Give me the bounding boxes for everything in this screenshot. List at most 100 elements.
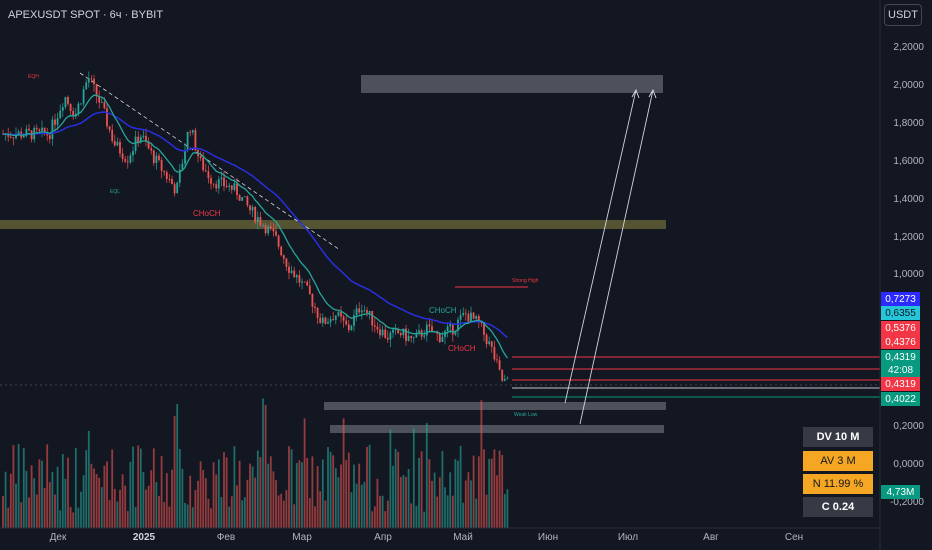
candle-body [181, 163, 184, 170]
candle-body [402, 328, 405, 336]
volume-bar [433, 472, 436, 528]
candle-body [168, 178, 171, 180]
candle-body [493, 346, 496, 360]
volume-bar [319, 491, 322, 528]
candle-body [59, 110, 62, 119]
volume-bar [194, 490, 197, 528]
volume-bar [251, 466, 254, 528]
volume-bar [17, 444, 20, 528]
volume-bar [137, 445, 140, 528]
candle-body [51, 119, 54, 139]
volume-bar [173, 416, 176, 528]
candle-body [503, 379, 506, 381]
volume-bar [412, 428, 415, 528]
volume-bar [488, 458, 491, 528]
price-tag: 0,5376 [881, 321, 920, 335]
volume-bar [25, 470, 28, 528]
candle-body [329, 319, 332, 323]
candle-body [376, 326, 379, 330]
candle-body [480, 322, 483, 324]
candle-body [496, 359, 498, 361]
volume-bar [475, 498, 478, 528]
volume-bar [163, 502, 166, 528]
volume-bar [368, 444, 371, 528]
candle-body [498, 360, 501, 370]
volume-bar [472, 455, 475, 528]
volume-bar [30, 465, 33, 528]
target-zone [361, 75, 663, 93]
volume-bar [236, 485, 238, 528]
volume-bar [259, 457, 262, 528]
volume-bar [498, 450, 501, 528]
volume-bar [345, 460, 348, 528]
volume-bar [152, 448, 155, 528]
price-tag: 0,6355 [881, 306, 920, 320]
price-tag: 42:08 [881, 363, 920, 377]
volume-bar [324, 500, 327, 528]
volume-bar [48, 482, 51, 528]
volume-bar [74, 447, 77, 528]
candle-body [280, 246, 283, 256]
candle-body [228, 185, 231, 187]
volume-bar [210, 508, 212, 528]
candle-body [485, 334, 488, 345]
volume-bar [95, 474, 98, 528]
price-tag: 0,4022 [881, 392, 920, 406]
y-tick-label: 0,0000 [893, 459, 924, 470]
candle-body [223, 177, 225, 186]
candle-body [46, 133, 49, 136]
candle-body [103, 102, 106, 109]
volume-bar [503, 493, 506, 528]
candle-body [186, 131, 189, 151]
candle-body [316, 308, 319, 318]
volume-bar [306, 457, 309, 528]
currency-button[interactable]: USDT [884, 4, 922, 26]
symbol-title[interactable]: APEXUSDT SPOT · 6ч · BYBIT [8, 9, 164, 21]
volume-bar [100, 487, 103, 528]
candle-body [184, 150, 186, 164]
candle-body [441, 336, 444, 342]
annotation-choch-3: CHoCH [448, 344, 476, 353]
volume-bar [64, 478, 67, 528]
candle-body [147, 141, 150, 149]
volume-bar [316, 466, 319, 528]
candle-body [423, 335, 426, 337]
volume-bar [90, 463, 93, 528]
candle-body [189, 131, 192, 133]
volume-bar [506, 489, 509, 528]
price-tag: 0,4376 [881, 335, 920, 349]
candle-body [90, 78, 93, 80]
candle-body [77, 103, 80, 114]
candle-body [501, 369, 504, 381]
candle-body [134, 136, 137, 152]
candle-body [358, 308, 361, 313]
candle-body [113, 141, 116, 146]
volume-bar [418, 457, 420, 528]
stat-c: C 0.24 [803, 497, 873, 517]
candle-body [306, 281, 309, 286]
candle-body [69, 103, 72, 111]
candle-body [438, 333, 441, 342]
volume-bar [38, 459, 41, 528]
volume-bar [165, 473, 168, 528]
volume-bar [121, 474, 124, 528]
candle-body [155, 155, 158, 163]
candle-body [303, 281, 306, 283]
volume-bar [423, 511, 426, 528]
candle-body [397, 329, 400, 334]
volume-bar [59, 510, 62, 528]
volume-bar [371, 511, 374, 528]
volume-bar [269, 456, 272, 528]
volume-bar [431, 480, 433, 528]
y-tick-label: 2,0000 [893, 80, 924, 91]
candle-body [137, 136, 140, 143]
volume-bar [134, 506, 137, 528]
volume-bar [308, 498, 311, 528]
candle-body [277, 235, 280, 247]
candle-body [35, 127, 38, 130]
volume-bar [363, 481, 366, 528]
volume-bar [464, 480, 467, 528]
volume-bar [314, 506, 316, 528]
